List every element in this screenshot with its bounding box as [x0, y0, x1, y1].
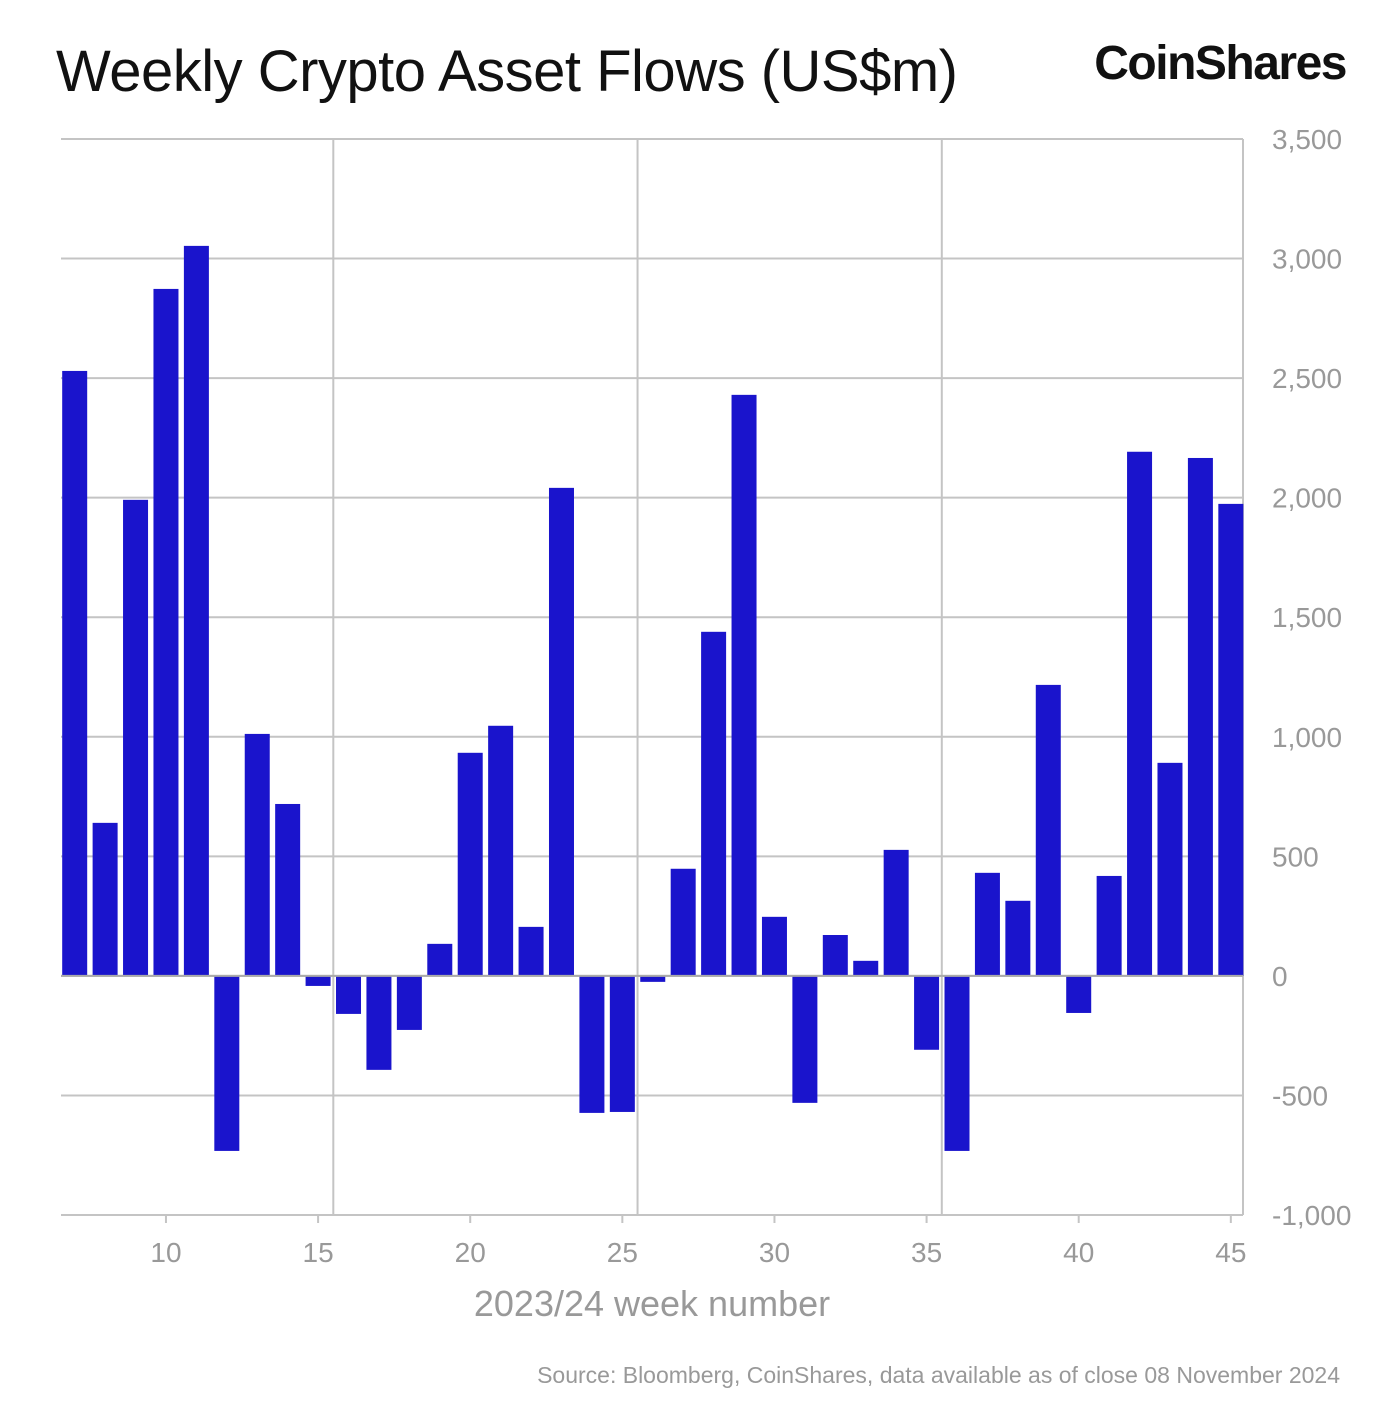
x-tick-label: 45	[1215, 1237, 1246, 1268]
y-tick-label: -1,000	[1272, 1200, 1351, 1231]
bar-week-41	[1096, 875, 1122, 976]
bar-week-44	[1187, 457, 1213, 976]
y-tick-label: 2,500	[1272, 363, 1342, 394]
x-tick-label: 15	[303, 1237, 334, 1268]
bar-week-11	[183, 245, 209, 976]
x-tick-label: 10	[150, 1237, 181, 1268]
bar-week-23	[548, 487, 574, 976]
bar-week-45	[1218, 503, 1244, 976]
bar-week-16	[336, 975, 362, 1014]
bar-week-40	[1066, 975, 1092, 1013]
bar-week-33	[853, 960, 879, 976]
y-tick-label: 500	[1272, 841, 1319, 872]
bar-week-27	[670, 868, 696, 976]
bar-week-39	[1035, 684, 1061, 976]
bar-week-25	[609, 975, 635, 1112]
bar-week-36	[944, 975, 970, 1151]
bar-week-35	[914, 975, 940, 1050]
source-note: Source: Bloomberg, CoinShares, data avai…	[537, 1362, 1340, 1388]
coinshares-logo: CoinShares	[1094, 37, 1347, 90]
bar-week-18	[396, 975, 422, 1030]
bar-week-17	[366, 975, 392, 1070]
x-tick-label: 40	[1063, 1237, 1094, 1268]
bar-week-19	[427, 943, 453, 976]
bar-week-8	[92, 822, 118, 976]
bar-week-34	[883, 849, 909, 976]
bar-week-9	[123, 499, 149, 976]
x-tick-label: 20	[455, 1237, 486, 1268]
bar-week-43	[1157, 762, 1183, 976]
y-tick-label: 1,500	[1272, 602, 1342, 633]
chart-title: Weekly Crypto Asset Flows (US$m)	[56, 39, 958, 104]
bar-week-13	[244, 733, 270, 976]
bar-week-37	[974, 872, 1000, 976]
bar-week-26	[640, 975, 666, 982]
bar-week-12	[214, 975, 240, 1151]
y-tick-label: 3,500	[1272, 124, 1342, 155]
y-tick-label: 1,000	[1272, 722, 1342, 753]
bar-week-42	[1127, 451, 1153, 976]
bar-week-28	[701, 631, 727, 976]
x-tick-label: 35	[911, 1237, 942, 1268]
y-tick-label: 0	[1272, 961, 1288, 992]
x-tick-label: 25	[607, 1237, 638, 1268]
bar-week-20	[457, 752, 483, 976]
y-tick-label: 2,000	[1272, 483, 1342, 514]
bar-week-22	[518, 926, 544, 976]
x-axis-label: 2023/24 week number	[473, 1283, 831, 1324]
bar-week-10	[153, 288, 179, 976]
bar-week-32	[822, 935, 848, 976]
bar-week-38	[1005, 900, 1031, 976]
bar-week-31	[792, 975, 818, 1103]
y-tick-label: 3,000	[1272, 244, 1342, 275]
bar-week-29	[731, 394, 757, 976]
bar-week-15	[305, 975, 331, 986]
y-tick-label: -500	[1272, 1080, 1328, 1111]
bar-week-7	[62, 370, 88, 976]
x-tick-label: 30	[759, 1237, 790, 1268]
bar-week-24	[579, 975, 605, 1113]
bar-week-14	[275, 803, 301, 976]
bar-week-30	[761, 916, 787, 976]
bar-week-21	[488, 725, 514, 976]
